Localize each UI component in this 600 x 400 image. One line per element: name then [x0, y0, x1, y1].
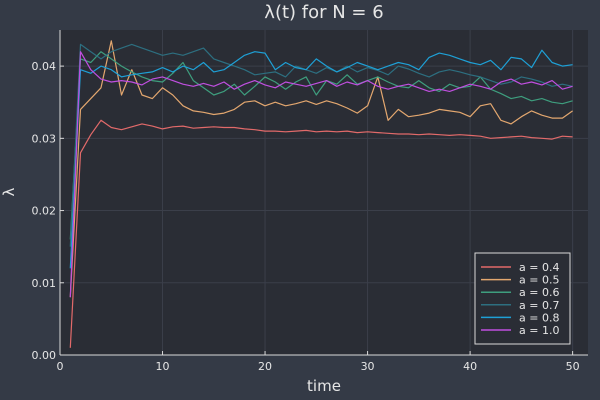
- legend-label: a = 0.4: [519, 261, 559, 274]
- chart-title: λ(t) for N = 6: [264, 2, 383, 23]
- x-tick-label: 0: [57, 360, 64, 373]
- tick-labels: 0 10 20 30 40 50 0.00 0.01 0.02 0.03 0.04: [32, 60, 580, 373]
- series-line-2: [69, 51, 573, 240]
- legend-label: a = 0.5: [519, 274, 559, 287]
- legend-label: a = 0.7: [519, 299, 559, 312]
- x-tick-label: 20: [258, 360, 272, 373]
- legend-label: a = 0.8: [519, 311, 559, 324]
- series-line-5: [69, 51, 573, 298]
- legend-box: [474, 252, 571, 345]
- y-tick-label: 0.01: [32, 277, 57, 290]
- x-tick-label: 40: [463, 360, 477, 373]
- legend-label: a = 0.6: [519, 286, 559, 299]
- y-tick-label: 0.03: [32, 132, 57, 145]
- y-tick-label: 0.02: [32, 205, 57, 218]
- series-line-0: [69, 119, 573, 348]
- x-axis-label: time: [307, 377, 341, 395]
- y-tick-label: 0.04: [32, 60, 57, 73]
- x-tick-label: 30: [361, 360, 375, 373]
- legend-label: a = 1.0: [519, 324, 559, 337]
- series-layer: [69, 40, 573, 348]
- x-tick-label: 10: [156, 360, 170, 373]
- series-line-4: [69, 49, 573, 269]
- legend: a = 0.4a = 0.5a = 0.6a = 0.7a = 0.8a = 1…: [474, 252, 571, 345]
- y-axis-label: λ: [0, 187, 18, 196]
- x-tick-label: 50: [566, 360, 580, 373]
- y-tick-label: 0.00: [32, 349, 57, 362]
- series-line-1: [69, 40, 573, 298]
- series-line-3: [69, 43, 573, 247]
- axes: [59, 30, 588, 356]
